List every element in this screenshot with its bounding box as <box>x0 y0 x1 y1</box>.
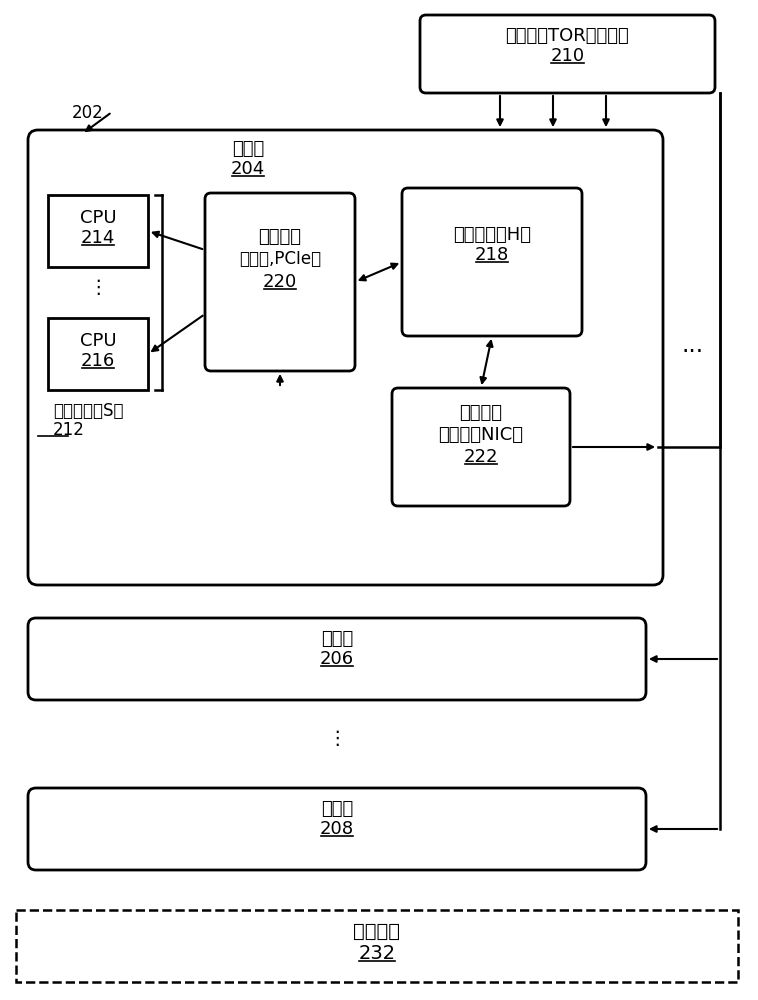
Text: 220: 220 <box>263 273 297 291</box>
FancyBboxPatch shape <box>402 188 582 336</box>
Text: 208: 208 <box>320 820 354 838</box>
Text: 204: 204 <box>231 160 265 178</box>
Text: 服务器: 服务器 <box>321 800 353 818</box>
Text: 控制器（NIC）: 控制器（NIC） <box>438 426 524 444</box>
Text: ⋮: ⋮ <box>88 278 108 297</box>
Text: 加速组件（H）: 加速组件（H） <box>453 226 531 244</box>
FancyBboxPatch shape <box>205 193 355 371</box>
Bar <box>16 910 738 982</box>
Text: 服务器: 服务器 <box>321 630 353 648</box>
Text: 222: 222 <box>464 448 498 466</box>
Text: 216: 216 <box>81 352 115 370</box>
Text: 210: 210 <box>550 47 584 65</box>
Text: 本地链接: 本地链接 <box>258 228 302 246</box>
Bar <box>48 195 148 267</box>
Text: 管理功能: 管理功能 <box>353 922 400 941</box>
Text: 架顶式（TOR）交换机: 架顶式（TOR）交换机 <box>506 27 629 45</box>
Text: 服务器: 服务器 <box>232 140 264 158</box>
FancyBboxPatch shape <box>420 15 715 93</box>
FancyBboxPatch shape <box>28 618 646 700</box>
Bar <box>48 318 148 390</box>
Text: 232: 232 <box>359 944 396 963</box>
Text: （例如,PCIe）: （例如,PCIe） <box>239 250 321 268</box>
FancyBboxPatch shape <box>392 388 570 506</box>
Text: 214: 214 <box>81 229 115 247</box>
FancyBboxPatch shape <box>28 130 663 585</box>
Text: ⋮: ⋮ <box>327 730 346 748</box>
Text: 218: 218 <box>475 246 509 264</box>
Text: 网络接口: 网络接口 <box>459 404 503 422</box>
Text: ...: ... <box>681 334 703 358</box>
Text: 202: 202 <box>72 104 104 122</box>
Text: CPU: CPU <box>80 209 116 227</box>
Text: 206: 206 <box>320 650 354 668</box>
FancyBboxPatch shape <box>28 788 646 870</box>
Text: 主机组件（S）: 主机组件（S） <box>53 402 124 420</box>
Text: 212: 212 <box>53 421 85 439</box>
Text: CPU: CPU <box>80 332 116 350</box>
